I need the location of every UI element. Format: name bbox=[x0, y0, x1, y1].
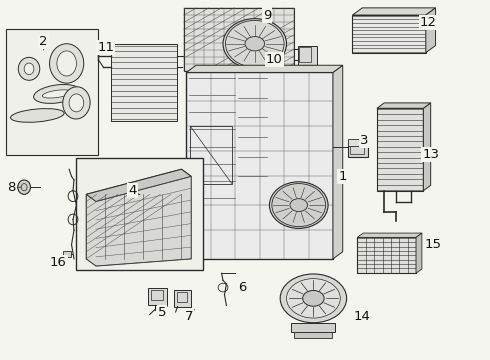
Ellipse shape bbox=[245, 37, 265, 51]
Bar bbox=[174, 291, 191, 307]
Polygon shape bbox=[184, 8, 294, 71]
Ellipse shape bbox=[18, 180, 30, 194]
Text: 12: 12 bbox=[420, 16, 437, 29]
Text: 14: 14 bbox=[354, 310, 371, 323]
Text: 5: 5 bbox=[158, 306, 166, 319]
Text: 1: 1 bbox=[339, 170, 347, 183]
Polygon shape bbox=[86, 169, 191, 202]
Polygon shape bbox=[377, 108, 423, 191]
Bar bbox=[299, 47, 311, 62]
Bar bbox=[292, 323, 335, 332]
Polygon shape bbox=[357, 237, 416, 273]
Ellipse shape bbox=[18, 57, 40, 80]
Ellipse shape bbox=[223, 19, 287, 69]
Bar bbox=[151, 290, 163, 300]
Ellipse shape bbox=[290, 199, 308, 212]
Bar bbox=[298, 45, 318, 65]
Ellipse shape bbox=[63, 87, 90, 119]
Ellipse shape bbox=[270, 182, 328, 228]
Text: 9: 9 bbox=[263, 9, 271, 22]
Ellipse shape bbox=[42, 90, 72, 98]
Text: 3: 3 bbox=[361, 134, 369, 147]
Polygon shape bbox=[186, 72, 333, 259]
Polygon shape bbox=[352, 15, 426, 53]
Bar bbox=[76, 158, 203, 270]
Ellipse shape bbox=[49, 44, 84, 83]
Text: 4: 4 bbox=[128, 184, 137, 197]
Ellipse shape bbox=[57, 51, 76, 76]
Bar bbox=[294, 332, 332, 338]
Polygon shape bbox=[357, 233, 422, 237]
Bar bbox=[350, 145, 364, 154]
Polygon shape bbox=[377, 103, 431, 108]
Ellipse shape bbox=[11, 109, 64, 122]
Text: 10: 10 bbox=[266, 53, 283, 66]
Bar bbox=[347, 140, 368, 157]
Ellipse shape bbox=[69, 94, 84, 112]
Bar bbox=[347, 139, 360, 145]
Polygon shape bbox=[416, 233, 422, 273]
Polygon shape bbox=[352, 8, 436, 15]
Text: 6: 6 bbox=[238, 281, 247, 294]
Text: 13: 13 bbox=[422, 148, 439, 161]
Ellipse shape bbox=[303, 291, 324, 306]
Ellipse shape bbox=[24, 63, 34, 75]
Polygon shape bbox=[333, 65, 343, 259]
Bar bbox=[148, 288, 167, 305]
Polygon shape bbox=[426, 8, 436, 53]
Text: 11: 11 bbox=[97, 41, 114, 54]
Ellipse shape bbox=[280, 274, 346, 323]
Text: 8: 8 bbox=[7, 181, 16, 194]
Text: 15: 15 bbox=[425, 238, 441, 251]
Text: 16: 16 bbox=[50, 256, 67, 269]
Bar bbox=[5, 30, 98, 155]
Polygon shape bbox=[86, 169, 191, 266]
Ellipse shape bbox=[34, 85, 80, 103]
Polygon shape bbox=[186, 65, 343, 72]
Ellipse shape bbox=[287, 279, 340, 318]
Bar bbox=[176, 292, 187, 302]
Polygon shape bbox=[423, 103, 431, 191]
Bar bbox=[190, 126, 232, 184]
Text: 2: 2 bbox=[39, 35, 48, 49]
Text: 7: 7 bbox=[185, 310, 193, 323]
Bar bbox=[63, 251, 71, 257]
Polygon shape bbox=[111, 44, 176, 121]
